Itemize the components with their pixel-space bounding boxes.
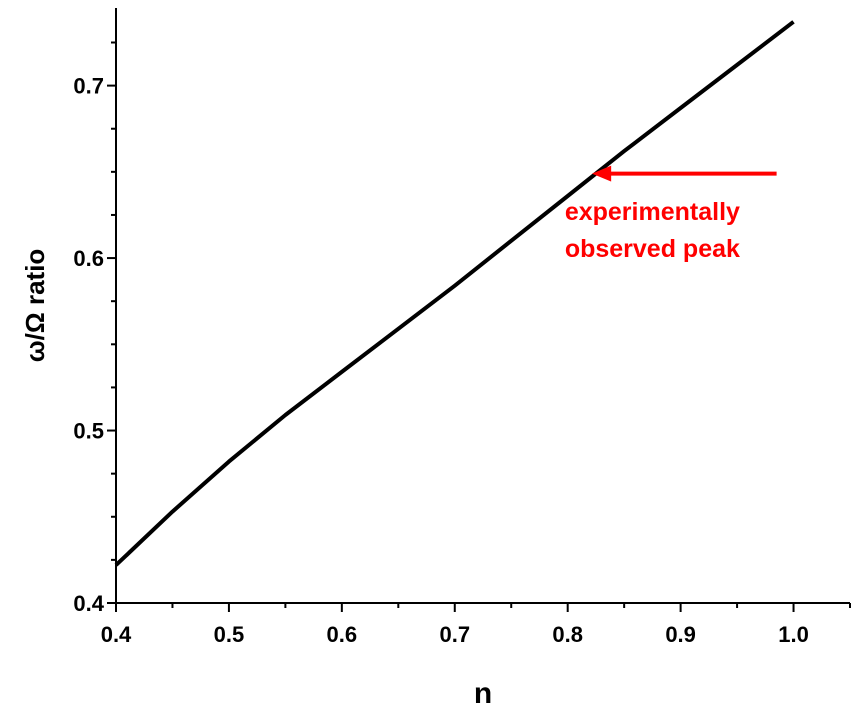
y-tick-label: 0.4 <box>73 591 104 616</box>
y-tick-label: 0.5 <box>73 419 104 444</box>
series-line <box>114 20 795 567</box>
x-tick-label: 0.6 <box>327 622 358 647</box>
y-axis: 0.4 0.5 0.6 0.7 <box>73 41 116 616</box>
annotation: experimentally observed peak <box>565 165 777 263</box>
x-tick-label: 0.8 <box>552 622 583 647</box>
plot-frame <box>115 8 850 604</box>
annotation-text: experimentally <box>565 198 740 226</box>
y-axis-label: ω/Ω ratio <box>20 249 50 363</box>
x-tick-label: 0.7 <box>439 622 470 647</box>
series-layer <box>114 20 795 567</box>
y-tick-label: 0.6 <box>73 246 104 271</box>
annotation-text: observed peak <box>565 235 740 263</box>
x-tick-label: 0.5 <box>214 622 245 647</box>
x-tick-label: 0.9 <box>665 622 696 647</box>
x-tick-label: 0.4 <box>101 622 132 647</box>
x-tick-label: 1.0 <box>778 622 809 647</box>
x-axis: 0.4 0.5 0.6 0.7 0.8 0.9 1.0 <box>101 603 851 647</box>
y-tick-label: 0.7 <box>73 74 104 99</box>
x-axis-label: n <box>474 677 492 710</box>
